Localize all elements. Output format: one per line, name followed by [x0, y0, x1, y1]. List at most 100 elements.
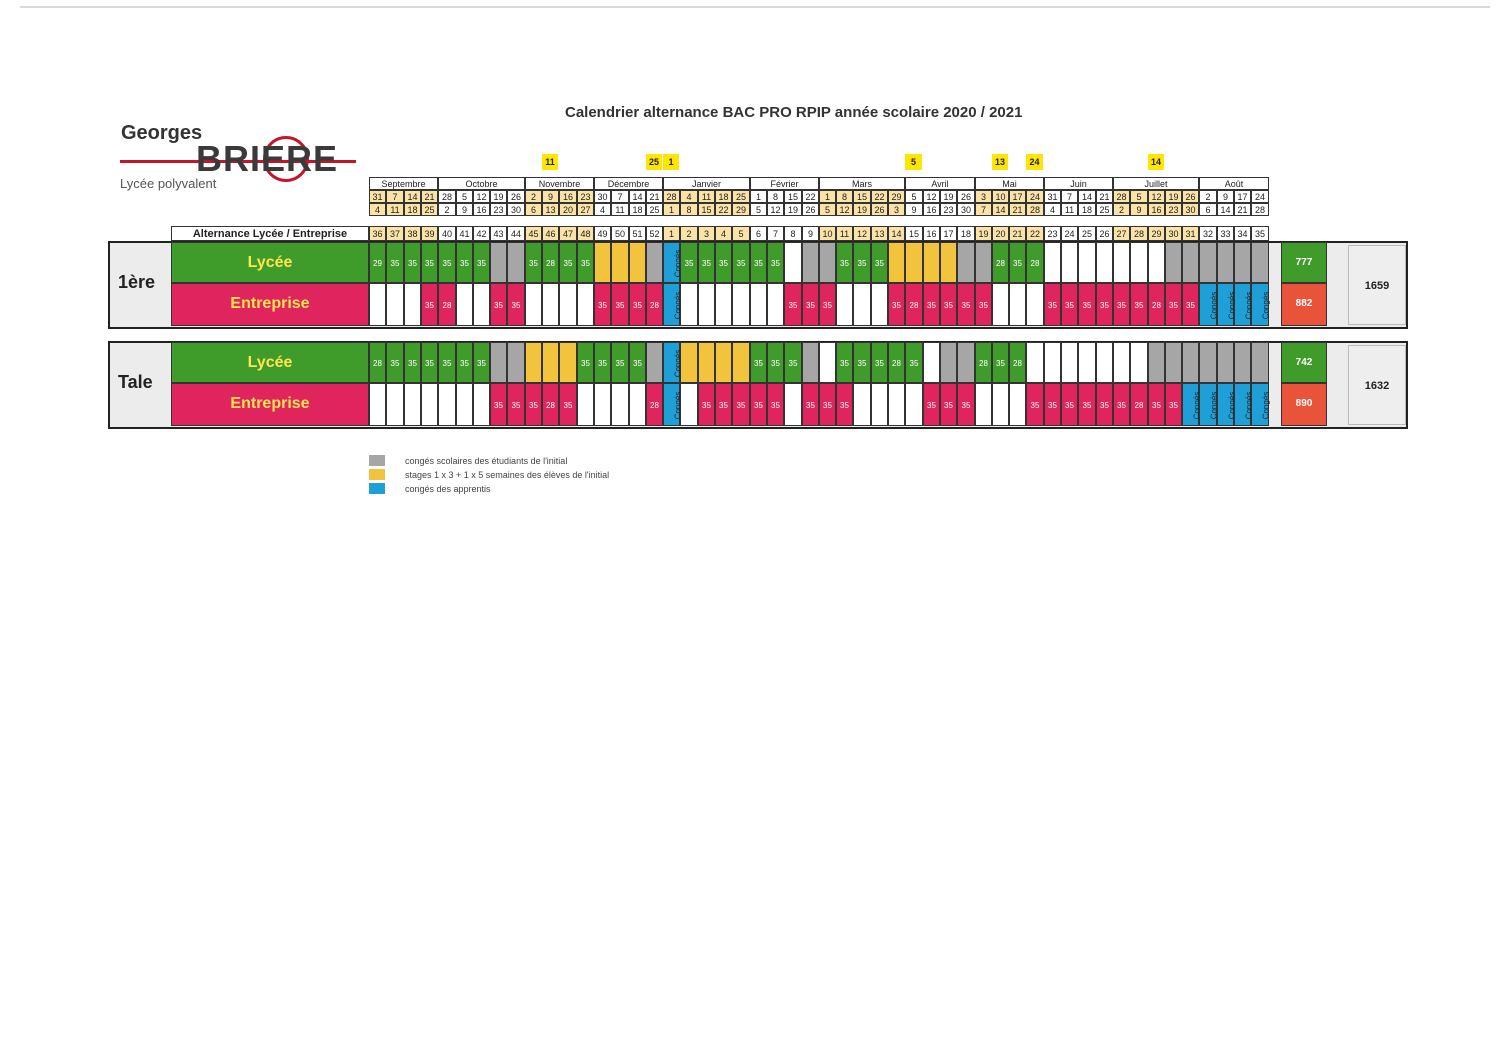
week-number: 39 [421, 226, 438, 241]
lycee-week-cell: 35 [421, 342, 438, 383]
week-number: 26 [1096, 226, 1113, 241]
legend-text-yellow: stages 1 x 3 + 1 x 5 semaines des élèves… [405, 470, 610, 480]
lycee-week-cell [629, 242, 646, 283]
lycee-week-cell [1217, 342, 1234, 383]
day-start: 18 [715, 190, 732, 203]
week-marker: 25 [646, 154, 662, 170]
lycee-week-cell: 35 [1009, 242, 1026, 283]
lycee-week-cell: 35 [473, 242, 490, 283]
day-start: 12 [923, 190, 940, 203]
entreprise-week-cell [871, 283, 888, 326]
day-end: 1 [663, 203, 680, 216]
entreprise-week-cell: 28 [1148, 283, 1165, 326]
lycee-week-cell: Congés [663, 242, 682, 283]
week-number: 43 [490, 226, 507, 241]
week-number: 10 [819, 226, 836, 241]
day-start: 12 [473, 190, 490, 203]
lycee-week-cell [957, 242, 975, 283]
day-start: 14 [629, 190, 646, 203]
lycee-week-cell: 28 [1009, 342, 1026, 383]
week-number: 29 [1148, 226, 1165, 241]
week-number: 45 [525, 226, 542, 241]
week-marker: 14 [1148, 154, 1164, 170]
week-number: 36 [369, 226, 386, 241]
entreprise-week-cell: 35 [957, 383, 975, 426]
day-start: 8 [767, 190, 784, 203]
entreprise-week-cell: 35 [923, 383, 940, 426]
entreprise-week-cell: Congés [663, 383, 682, 426]
lycee-week-cell [1096, 342, 1113, 383]
lycee-week-cell: 35 [767, 242, 784, 283]
week-marker: 5 [905, 154, 922, 170]
entreprise-week-cell [767, 283, 784, 326]
entreprise-label: Entreprise [171, 383, 369, 426]
day-start: 19 [490, 190, 507, 203]
day-start: 26 [957, 190, 975, 203]
day-end: 4 [594, 203, 611, 216]
day-end: 21 [1234, 203, 1251, 216]
entreprise-week-cell: 35 [802, 283, 819, 326]
week-number: 21 [1009, 226, 1026, 241]
entreprise-week-cell [438, 383, 456, 426]
entreprise-week-cell: 35 [1061, 383, 1078, 426]
lycee-label: Lycée [171, 342, 369, 383]
lycee-week-cell [1078, 242, 1096, 283]
entreprise-week-cell: 35 [629, 283, 646, 326]
week-number: 15 [905, 226, 923, 241]
day-start: 11 [698, 190, 715, 203]
lycee-week-cell [1251, 242, 1269, 283]
grand-total: 1659 [1348, 245, 1406, 325]
day-end: 6 [1199, 203, 1217, 216]
class-name: Tale [118, 372, 153, 392]
lycee-week-cell [819, 342, 836, 383]
week-number: 42 [473, 226, 490, 241]
entreprise-week-cell: 35 [784, 283, 802, 326]
entreprise-week-cell [404, 383, 421, 426]
lycee-week-cell [594, 242, 611, 283]
lycee-week-cell [1044, 342, 1061, 383]
lycee-week-cell: 35 [992, 342, 1009, 383]
lycee-week-cell [1251, 342, 1269, 383]
week-number: 38 [404, 226, 421, 241]
lycee-week-cell: 28 [1026, 242, 1044, 283]
week-number: 7 [767, 226, 784, 241]
entreprise-week-cell [404, 283, 421, 326]
day-end: 29 [732, 203, 750, 216]
lycee-week-cell [1130, 242, 1148, 283]
lycee-week-cell: 35 [732, 242, 750, 283]
lycee-week-cell: 35 [853, 342, 871, 383]
week-number: 4 [715, 226, 732, 241]
lycee-week-cell [905, 242, 923, 283]
day-start: 21 [1096, 190, 1113, 203]
day-end: 2 [1113, 203, 1130, 216]
entreprise-week-cell [836, 283, 853, 326]
entreprise-week-cell: 35 [1096, 383, 1113, 426]
lycee-week-cell [698, 342, 715, 383]
lycee-week-cell: 35 [386, 242, 404, 283]
day-start: 3 [975, 190, 992, 203]
lycee-week-cell [1044, 242, 1061, 283]
week-number: 52 [646, 226, 663, 241]
lycee-week-cell [490, 342, 507, 383]
entreprise-week-cell: 35 [1078, 283, 1096, 326]
lycee-week-cell [525, 342, 542, 383]
month-header: Avril [905, 177, 975, 190]
day-start: 10 [992, 190, 1009, 203]
entreprise-week-cell [594, 383, 611, 426]
entreprise-week-cell [871, 383, 888, 426]
day-end: 30 [507, 203, 525, 216]
week-number: 51 [629, 226, 646, 241]
week-number: 31 [1182, 226, 1199, 241]
day-start: 2 [525, 190, 542, 203]
lycee-week-cell [715, 342, 732, 383]
month-header: Juin [1044, 177, 1113, 190]
week-number: 16 [923, 226, 940, 241]
lycee-week-cell: 35 [438, 342, 456, 383]
entreprise-week-cell: Congés [1199, 283, 1218, 326]
entreprise-week-cell [577, 283, 594, 326]
lycee-week-cell [507, 342, 525, 383]
lycee-week-cell: 35 [853, 242, 871, 283]
day-start: 9 [542, 190, 559, 203]
day-end: 3 [888, 203, 905, 216]
legend-swatch-blue [369, 483, 385, 494]
